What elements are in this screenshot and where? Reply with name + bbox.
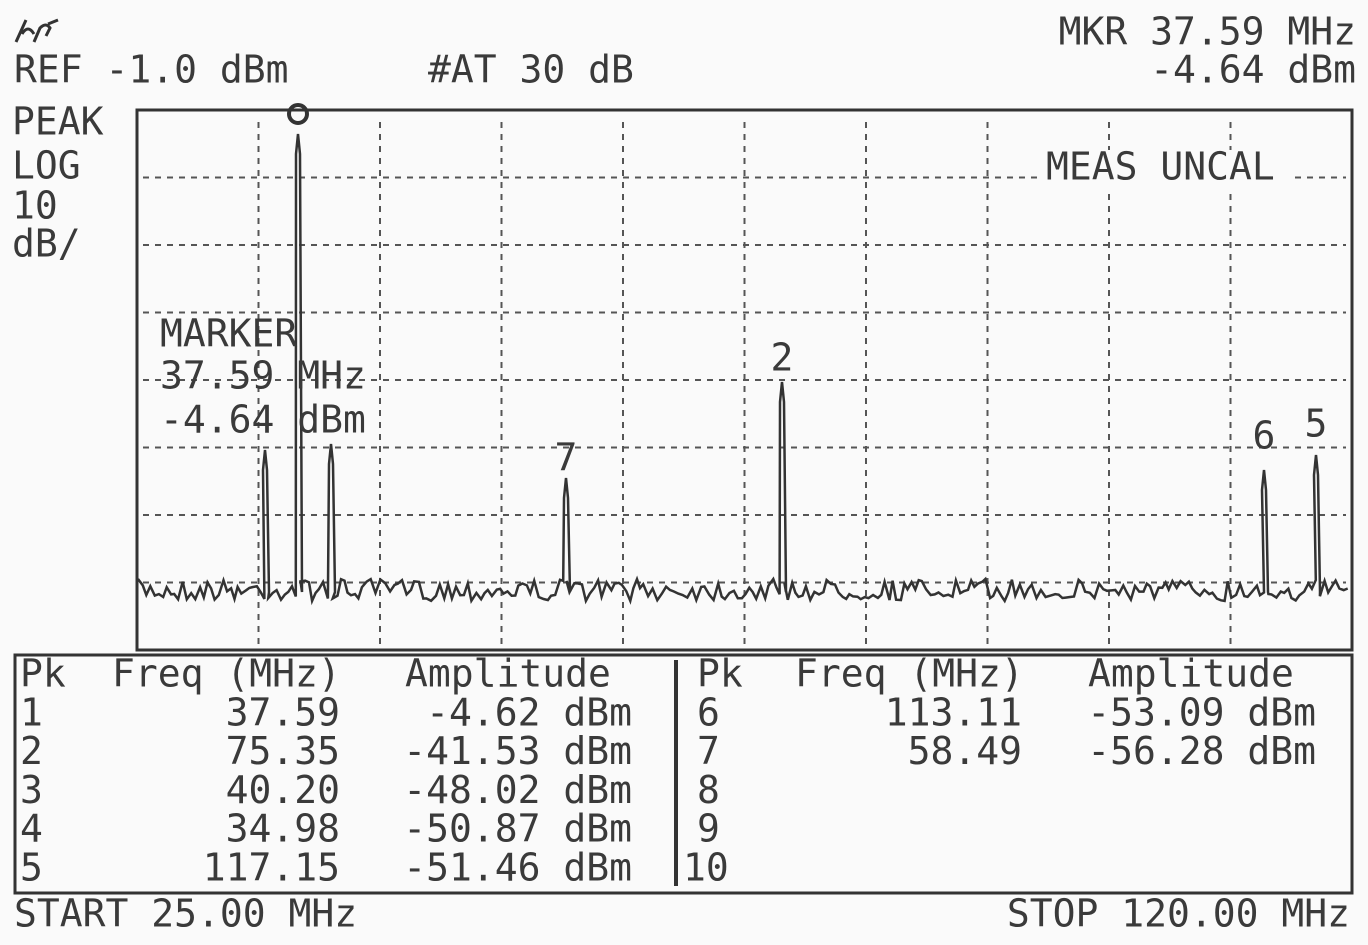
table-cell: -51.46 dBm <box>403 845 632 889</box>
table-header: Freq (MHz) <box>795 652 1024 696</box>
table-cell: 10 <box>683 845 729 889</box>
table-cell: 4 <box>20 807 43 851</box>
marker-label: MARKER <box>160 312 297 356</box>
table-cell: 37.59 <box>226 691 340 735</box>
peak-table: Pk Freq (MHz) Amplitude Pk Freq (MHz) Amplitu… <box>20 652 1316 890</box>
table-header: Pk <box>697 652 743 696</box>
scale-label: dB/ <box>12 222 81 266</box>
table-cell: -50.87 dBm <box>403 807 632 851</box>
graticule <box>143 122 1346 644</box>
peak-table-frame <box>13 653 1354 895</box>
table-cell: 8 <box>697 768 720 812</box>
table-cell: 6 <box>697 691 720 735</box>
table-header: Pk <box>20 652 66 696</box>
table-cell: 3 <box>20 768 43 812</box>
table-cell: -4.62 dBm <box>426 691 632 735</box>
peak-label: 2 <box>771 336 794 380</box>
peak-label: 7 <box>555 436 578 480</box>
table-cell: 5 <box>20 845 43 889</box>
scale-label: 10 <box>12 184 58 228</box>
table-cell: 1 <box>20 691 43 735</box>
table-cell: 117.15 <box>203 845 340 889</box>
table-cell: 2 <box>20 729 43 773</box>
scale-label: LOG <box>12 144 81 188</box>
table-cell: -56.28 dBm <box>1087 729 1316 773</box>
marker-frequency: 37.59 MHz <box>160 354 366 398</box>
graticule-frame <box>135 108 1354 652</box>
marker-frequency: MKR 37.59 MHz <box>1059 10 1356 54</box>
stop-frequency: STOP 120.00 MHz <box>1007 892 1350 936</box>
status: MEAS UNCAL <box>1046 145 1275 189</box>
peak-label: 6 <box>1253 414 1276 458</box>
table-cell: 75.35 <box>226 729 340 773</box>
peak-label: 5 <box>1305 402 1328 446</box>
hp-logo <box>14 18 59 43</box>
table-cell: -48.02 dBm <box>403 768 632 812</box>
marker-symbol <box>287 103 309 125</box>
start-frequency: START 25.00 MHz <box>14 892 357 936</box>
attenuation: #AT 30 dB <box>428 48 634 92</box>
marker-amplitude: -4.64 dBm <box>1150 48 1356 92</box>
marker-amplitude: -4.64 dBm <box>160 398 366 442</box>
ref-level: REF -1.0 dBm <box>14 48 289 92</box>
table-cell: 34.98 <box>226 807 340 851</box>
table-header: Amplitude <box>405 652 611 696</box>
table-cell: 58.49 <box>908 729 1022 773</box>
table-cell: -41.53 dBm <box>403 729 632 773</box>
table-cell: 113.11 <box>885 691 1022 735</box>
status-bg <box>1042 150 1292 188</box>
table-cell: 40.20 <box>226 768 340 812</box>
mode-label: PEAK <box>12 100 104 144</box>
table-cell: 7 <box>697 729 720 773</box>
table-header: Freq (MHz) <box>112 652 341 696</box>
table-cell: -53.09 dBm <box>1087 691 1316 735</box>
table-cell: 9 <box>697 807 720 851</box>
spectrum-trace <box>137 133 1349 606</box>
table-header: Amplitude <box>1088 652 1294 696</box>
